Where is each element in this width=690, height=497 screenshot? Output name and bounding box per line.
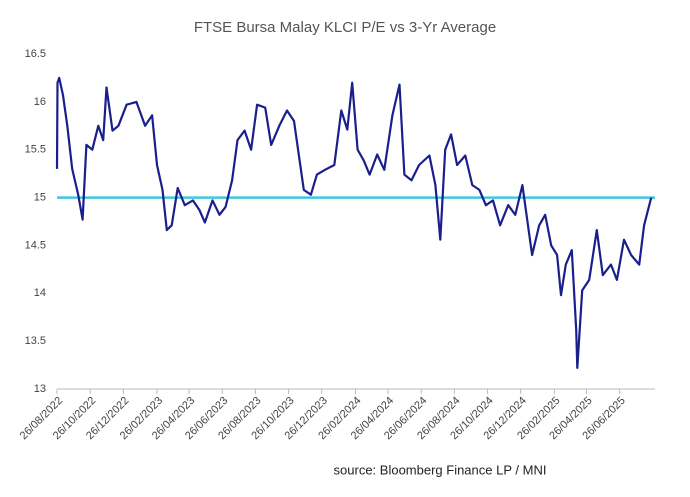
y-tick-label: 13	[34, 383, 46, 395]
y-tick-label: 13.5	[25, 335, 46, 347]
source: source: Bloomberg Finance LP / MNI	[334, 462, 547, 477]
series-line	[55, 76, 653, 369]
y-tick-label: 16.5	[25, 48, 46, 60]
y-tick-label: 14.5	[25, 239, 46, 251]
y-tick-label: 15	[34, 191, 46, 203]
y-tick-label: 15.5	[25, 144, 46, 156]
y-tick-label: 16	[34, 96, 46, 108]
y-tick-label: 14	[34, 287, 46, 299]
chart-title: FTSE Bursa Malay KLCI P/E vs 3-Yr Averag…	[194, 19, 496, 36]
